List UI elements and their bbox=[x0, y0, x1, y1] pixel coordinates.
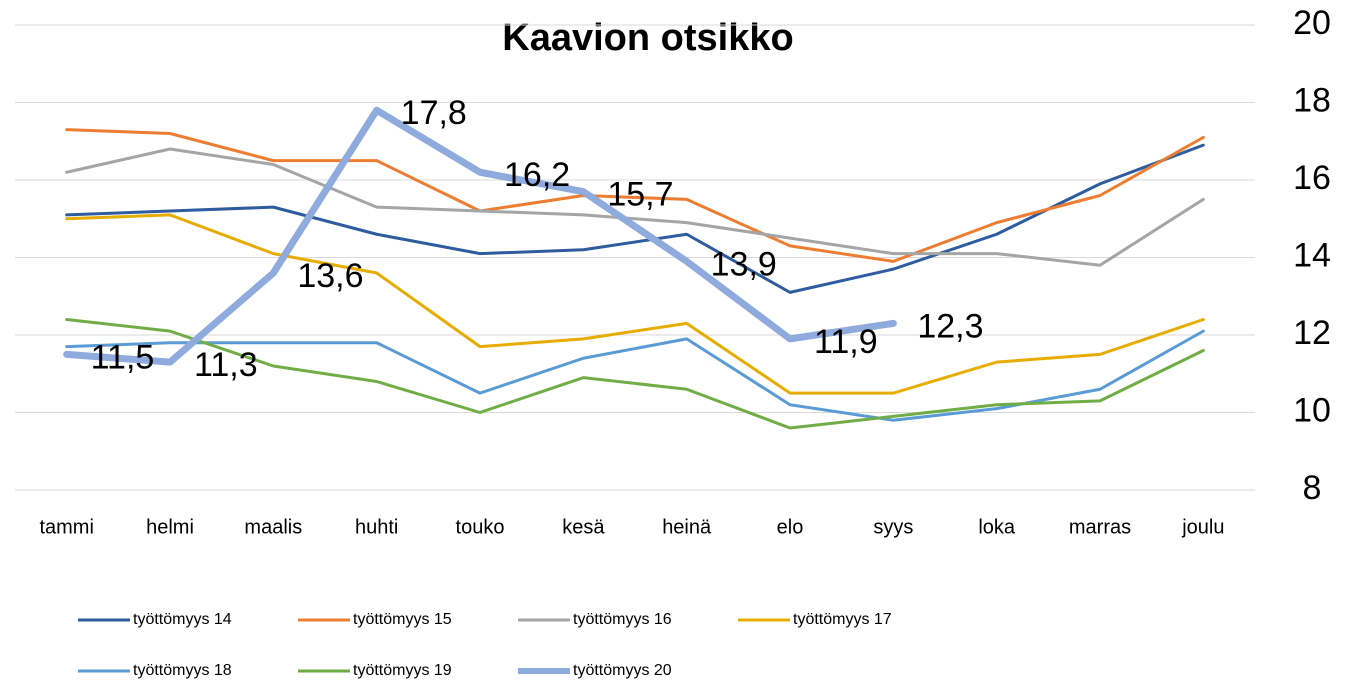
legend-label: työttömyys 15 bbox=[353, 611, 452, 628]
x-tick-label: elo bbox=[777, 516, 804, 538]
y-tick-label: 14 bbox=[1293, 236, 1331, 274]
legend-label: työttömyys 19 bbox=[353, 662, 452, 679]
data-label: 16,2 bbox=[504, 156, 570, 194]
data-label: 15,7 bbox=[607, 176, 673, 214]
y-tick-label: 18 bbox=[1293, 81, 1331, 119]
x-tick-label: marras bbox=[1069, 516, 1131, 538]
x-tick-label: touko bbox=[456, 516, 505, 538]
x-tick-label: huhti bbox=[355, 516, 398, 538]
y-tick-label: 10 bbox=[1293, 391, 1331, 429]
series-line bbox=[63, 106, 897, 366]
legend-label: työttömyys 18 bbox=[133, 662, 232, 679]
series-line bbox=[65, 213, 1205, 395]
x-tick-label: kesä bbox=[562, 516, 605, 538]
series-line bbox=[65, 318, 1205, 430]
legend-label: työttömyys 14 bbox=[133, 611, 232, 628]
data-label: 11,5 bbox=[91, 338, 155, 376]
series-line bbox=[65, 128, 1205, 263]
x-tick-label: maalis bbox=[244, 516, 302, 538]
legend-label: työttömyys 17 bbox=[793, 611, 892, 628]
data-label: 17,8 bbox=[401, 94, 467, 132]
legend-label: työttömyys 16 bbox=[573, 611, 672, 628]
series-line bbox=[65, 143, 1205, 294]
y-tick-label: 8 bbox=[1303, 469, 1322, 507]
x-tick-label: heinä bbox=[662, 516, 712, 538]
x-tick-label: syys bbox=[873, 516, 913, 538]
y-tick-label: 20 bbox=[1293, 4, 1331, 42]
y-tick-label: 12 bbox=[1293, 314, 1331, 352]
chart-title: Kaavion otsikko bbox=[502, 17, 793, 59]
x-tick-label: tammi bbox=[39, 516, 93, 538]
data-label: 12,3 bbox=[917, 307, 983, 345]
data-label: 13,9 bbox=[711, 245, 777, 283]
y-tick-label: 16 bbox=[1293, 159, 1331, 197]
data-label: 13,6 bbox=[297, 257, 363, 295]
x-tick-label: helmi bbox=[146, 516, 194, 538]
series-line bbox=[65, 147, 1205, 267]
x-tick-label: loka bbox=[978, 516, 1016, 538]
legend-label: työttömyys 20 bbox=[573, 662, 672, 679]
x-tick-label: joulu bbox=[1181, 516, 1224, 538]
data-label: 11,9 bbox=[814, 323, 878, 361]
data-label: 11,3 bbox=[194, 346, 258, 384]
